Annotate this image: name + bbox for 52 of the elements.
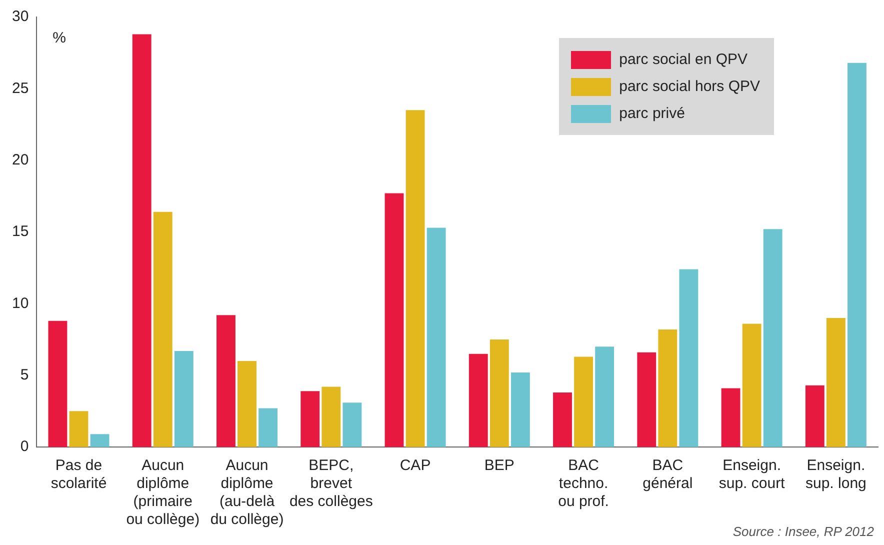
bar: [595, 346, 614, 447]
y-tick-label: 30: [12, 8, 29, 26]
y-tick-label: 25: [12, 80, 29, 97]
bar: [406, 110, 425, 447]
bar: [174, 350, 194, 447]
bar: [721, 388, 740, 447]
bar: [238, 361, 256, 447]
y-tick-label: 15: [12, 223, 29, 240]
bar: [132, 34, 152, 447]
x-tick-label: BEP: [484, 457, 514, 474]
bar: [742, 324, 762, 447]
y-tick-label: 5: [20, 366, 29, 384]
bar: [426, 228, 446, 447]
bar: [826, 318, 846, 447]
x-tick-label: Aucun diplôme (primaire ou collège): [126, 457, 200, 528]
bar: [763, 229, 782, 447]
bar: [300, 391, 320, 447]
bar: [848, 62, 866, 447]
y-tick-label: 0: [20, 438, 29, 456]
bar: [90, 434, 110, 447]
bar: [805, 385, 824, 447]
bar: [468, 354, 488, 447]
bar: [384, 193, 404, 447]
bar: [553, 392, 572, 447]
x-tick-label: CAP: [400, 457, 431, 474]
bar: [637, 352, 656, 447]
bar: [342, 402, 362, 447]
legend-label: parc social en QPV: [619, 51, 748, 68]
legend-label: parc privé: [619, 105, 685, 122]
bar: [258, 408, 278, 447]
bar: [658, 329, 678, 447]
x-tick-label: BAC général: [642, 457, 693, 492]
bar: [48, 320, 68, 447]
bar: [679, 269, 698, 447]
y-axis-title: %: [52, 30, 66, 47]
bar: [574, 356, 594, 447]
x-tick-label: Pas de scolarité: [50, 457, 107, 492]
bar: [153, 212, 172, 447]
x-tick-label: Aucun diplôme (au-delà du collège): [210, 457, 284, 528]
bar: [216, 315, 236, 447]
bar: [322, 386, 341, 447]
bar: [69, 411, 88, 447]
y-tick-label: 20: [12, 151, 29, 168]
source-note: Source : Insee, RP 2012: [732, 524, 874, 539]
legend-label: parc social hors QPV: [619, 78, 760, 95]
x-tick-label: Enseign. sup. court: [718, 457, 786, 492]
bar: [490, 340, 509, 447]
y-tick-label: 10: [12, 294, 29, 312]
x-tick-label: Enseign. sup. long: [805, 457, 866, 492]
x-tick-label: BAC techno. ou prof.: [558, 457, 609, 510]
bar: [510, 372, 530, 447]
x-tick-label: BEPC, brevet des collèges: [289, 457, 373, 510]
